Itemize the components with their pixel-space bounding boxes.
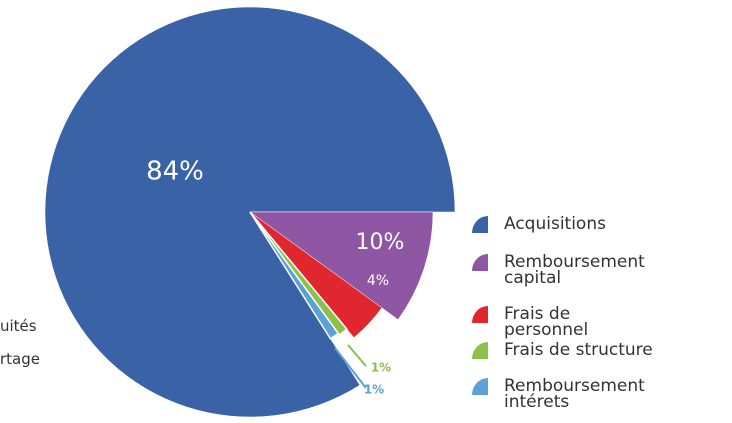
legend-swatch: [472, 378, 488, 395]
leader-line: [334, 347, 367, 389]
legend-item: Acquisitions: [470, 214, 694, 234]
legend-swatch: [472, 306, 488, 323]
legend-marker: [472, 254, 488, 271]
legend-label: Acquisitions: [504, 214, 606, 234]
legend-label: Remboursement capital: [504, 252, 645, 288]
legend-marker: [472, 342, 488, 359]
legend-marker: [472, 216, 488, 233]
pie-slice: [249, 211, 383, 338]
legend-item: Frais de structure: [470, 340, 694, 360]
pie-slice: [249, 211, 340, 340]
legend-label: Remboursement intérets: [504, 376, 645, 412]
data-label: 1%: [364, 383, 384, 397]
legend-item: Frais de personnel: [470, 304, 694, 340]
pie-slice: [249, 211, 348, 337]
legend-swatch: [472, 216, 488, 233]
legend-swatch: [472, 254, 488, 271]
legend-item: Remboursement capital: [470, 252, 694, 288]
legend-swatch: [472, 342, 488, 359]
data-label: 10%: [356, 230, 405, 255]
legend-marker: [472, 306, 488, 323]
pie-slice: [249, 211, 434, 320]
data-label: 84%: [146, 157, 204, 187]
leader-line: [347, 344, 367, 367]
data-label: 4%: [367, 273, 389, 289]
annotation: rtage: [0, 350, 40, 368]
data-label: 1%: [371, 361, 391, 375]
legend-label: Frais de structure: [504, 340, 653, 360]
legend-item: Remboursement intérets: [470, 376, 694, 412]
annotation: uités: [0, 317, 37, 335]
legend-marker: [472, 378, 488, 395]
legend-label: Frais de personnel: [504, 304, 589, 340]
